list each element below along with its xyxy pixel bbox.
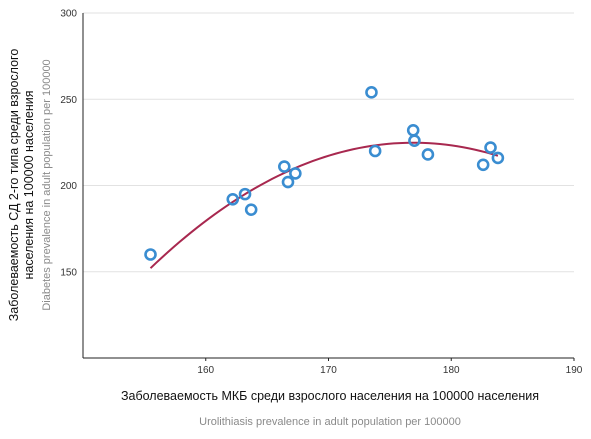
fit-curve bbox=[149, 141, 499, 269]
y-tick-label-250: 250 bbox=[60, 95, 77, 106]
x-tick-label-160: 160 bbox=[197, 365, 214, 376]
data-point-14 bbox=[484, 141, 497, 154]
data-point-4 bbox=[244, 203, 258, 216]
data-point-12 bbox=[421, 148, 435, 161]
x-axis-label: Заболеваемость МКБ среди взрослого насел… bbox=[121, 389, 539, 403]
data-points bbox=[144, 86, 505, 261]
y-axis-label-line-1: Заболеваемость СД 2-го типа среди взросл… bbox=[7, 49, 21, 322]
data-point-11 bbox=[408, 134, 421, 147]
data-point-9 bbox=[368, 144, 382, 158]
data-point-15 bbox=[491, 151, 505, 165]
tick-labels: 150 200 250 300 160 170 180 190 bbox=[60, 9, 582, 377]
data-point-8 bbox=[365, 86, 378, 99]
data-point-6 bbox=[281, 175, 295, 189]
x-tick-label-190: 190 bbox=[566, 365, 583, 376]
y-tick-label-300: 300 bbox=[60, 9, 77, 20]
data-point-2 bbox=[226, 193, 240, 206]
data-point-1 bbox=[144, 248, 157, 261]
data-point-10 bbox=[406, 124, 420, 137]
y-axis-label-en: Diabetes prevalence in adult population … bbox=[41, 59, 53, 310]
data-point-7 bbox=[289, 167, 302, 180]
data-point-13 bbox=[476, 158, 490, 172]
x-axis-label-en: Urolithiasis prevalence in adult populat… bbox=[199, 416, 461, 428]
y-axis-label-line-2: населения на 100000 населения bbox=[22, 90, 36, 279]
y-tick-label-150: 150 bbox=[60, 267, 77, 278]
x-tick-label-170: 170 bbox=[320, 365, 337, 376]
data-point-3 bbox=[238, 187, 252, 201]
x-tick-label-180: 180 bbox=[443, 365, 460, 376]
fit-curve-layer bbox=[149, 141, 499, 269]
axes bbox=[82, 13, 575, 361]
y-tick-label-200: 200 bbox=[60, 181, 77, 192]
grid-lines bbox=[83, 12, 574, 273]
data-point-5 bbox=[278, 160, 291, 173]
